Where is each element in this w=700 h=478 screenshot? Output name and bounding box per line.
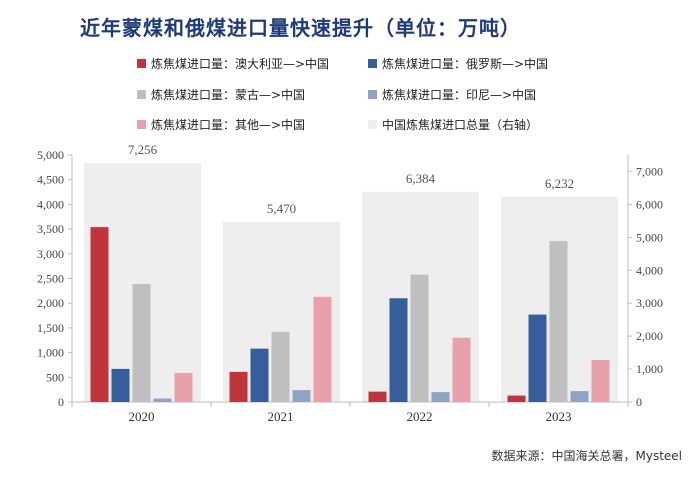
bar-1-2021: [229, 371, 248, 402]
right-tick-label: 7,000: [636, 164, 663, 178]
right-tick-label: 2,000: [636, 329, 663, 343]
bar-4-2021: [292, 390, 311, 402]
right-tick-label: 6,000: [636, 197, 663, 211]
data-source: 数据来源：中国海关总署，Mysteel: [491, 449, 682, 463]
left-tick-label: 4,000: [37, 197, 64, 211]
bar-3-2023: [549, 240, 568, 402]
bar-4-2022: [431, 392, 450, 402]
x-tick-label-2023: 2023: [546, 409, 572, 424]
left-tick-label: 3,500: [37, 222, 64, 236]
left-tick-label: 2,000: [37, 296, 64, 310]
bar-5-2022: [452, 337, 471, 402]
bar-1-2022: [368, 391, 387, 402]
bar-1-2020: [90, 227, 109, 402]
legend-label-australia: 炼焦煤进口量：澳大利亚—>中国: [151, 56, 330, 71]
legend-swatch-total: [368, 119, 377, 129]
legend-label-russia: 炼焦煤进口量：俄罗斯—>中国: [382, 56, 549, 71]
left-tick-label: 0: [58, 395, 64, 409]
x-tick-label-2021: 2021: [268, 409, 294, 424]
bar-1-2023: [507, 395, 526, 402]
bar-4-2020: [153, 398, 172, 402]
legend-swatch-australia: [137, 58, 146, 68]
legend-label-other: 炼焦煤进口量：其他—>中国: [151, 117, 306, 132]
left-tick-label: 5,000: [37, 148, 64, 162]
legend-swatch-mongolia: [137, 89, 146, 99]
bar-3-2022: [410, 274, 429, 402]
legend-item-russia: 炼焦煤进口量：俄罗斯—>中国: [368, 54, 548, 72]
legend-item-mongolia: 炼焦煤进口量：蒙古—>中国: [137, 85, 305, 103]
x-tick-label-2022: 2022: [407, 409, 433, 424]
right-tick-label: 1,000: [636, 362, 663, 376]
total-label-2020: 7,256: [128, 142, 158, 157]
right-tick-label: 4,000: [636, 263, 663, 277]
left-tick-label: 1,000: [37, 346, 64, 360]
legend-swatch-indonesia: [368, 89, 377, 99]
legend-label-mongolia: 炼焦煤进口量：蒙古—>中国: [151, 87, 306, 102]
bar-2-2020: [111, 368, 130, 402]
total-label-2023: 6,232: [545, 176, 574, 191]
left-tick-label: 4,500: [37, 173, 64, 187]
bar-5-2020: [174, 372, 193, 402]
left-tick-label: 500: [46, 370, 64, 384]
bar-4-2023: [570, 391, 589, 402]
right-tick-label: 3,000: [636, 296, 663, 310]
legend-label-indonesia: 炼焦煤进口量：印尼—>中国: [382, 87, 537, 102]
right-tick-label: 0: [636, 395, 642, 409]
left-tick-label: 2,500: [37, 272, 64, 286]
legend-item-indonesia: 炼焦煤进口量：印尼—>中国: [368, 85, 536, 103]
total-label-2022: 6,384: [406, 171, 436, 186]
left-tick-label: 3,000: [37, 247, 64, 261]
legend-label-total: 中国炼焦煤进口总量（右轴）: [382, 117, 539, 132]
bar-2-2022: [389, 298, 408, 402]
legend-swatch-russia: [368, 58, 377, 68]
right-tick-label: 5,000: [636, 230, 663, 244]
bar-5-2021: [313, 296, 332, 402]
bar-3-2021: [271, 331, 290, 402]
legend-item-australia: 炼焦煤进口量：澳大利亚—>中国: [137, 54, 329, 72]
x-tick-label-2020: 2020: [129, 409, 155, 424]
chart-title: 近年蒙煤和俄煤进口量快速提升（单位：万吨）: [80, 16, 521, 40]
bar-3-2020: [132, 283, 151, 402]
left-tick-label: 1,500: [37, 321, 64, 335]
legend-item-total: 中国炼焦煤进口总量（右轴）: [368, 115, 538, 133]
total-label-2021: 5,470: [267, 201, 296, 216]
bar-2-2021: [250, 348, 269, 402]
legend-swatch-other: [137, 119, 146, 129]
legend-item-other: 炼焦煤进口量：其他—>中国: [137, 115, 305, 133]
bar-5-2023: [591, 360, 610, 402]
bar-2-2023: [528, 314, 547, 402]
